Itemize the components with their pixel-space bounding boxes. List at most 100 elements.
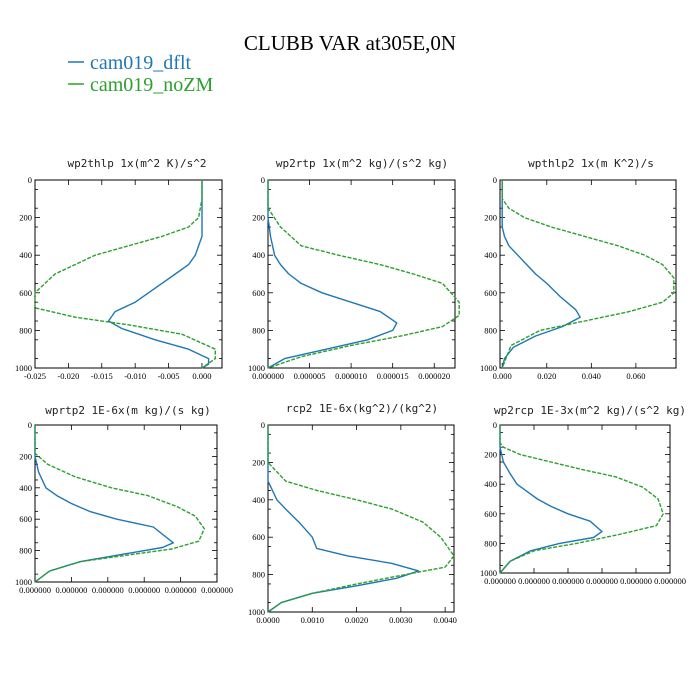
y-tick-label: 400 xyxy=(19,483,32,493)
x-tick-label: -0.010 xyxy=(124,371,146,381)
y-tick-label: 200 xyxy=(19,451,32,461)
panel-1: wp2thlp 1x(m^2 K)/s^202004006008001000-0… xyxy=(15,157,223,381)
panel-title: wp2rcp 1E-3x(m^2 kg)/(s^2 kg) xyxy=(494,404,686,417)
panel-2: wp2rtp 1x(m^2 kg)/(s^2 kg) 0 200 400 600 800 1… xyxy=(248,157,460,381)
y-tick-label: 600 xyxy=(484,509,497,519)
panel-title: wp2thlp 1x(m^2 K)/s^2 xyxy=(67,157,206,170)
x-tick-label: -0.020 xyxy=(57,371,79,381)
plot-frame xyxy=(499,424,671,574)
y-tick-label: 400 xyxy=(19,250,32,260)
y-tick-label: 200 xyxy=(484,213,497,223)
y-tick-label: 200 xyxy=(19,213,32,223)
y-tick-label: 600 xyxy=(252,288,265,298)
y-tick-label: 800 xyxy=(19,546,32,556)
panel-5: rcp2 1E-6x(kg^2)/(kg^2) 0 200 400 600 800 1000… xyxy=(248,402,457,625)
panel-title: wp2rtp 1x(m^2 kg)/(s^2 kg) xyxy=(276,157,448,170)
panel-3: wpthlp2 1x(m K^2)/s 0 200 400 600 800 10000.00… xyxy=(480,157,677,381)
x-tick-label: 0.000000 xyxy=(518,576,550,586)
panels: wp2thlp 1x(m^2 K)/s^202004006008001000-0… xyxy=(15,157,686,625)
legend: cam019_dflt cam019_noZM xyxy=(68,52,214,96)
x-tick-label: 0.0030 xyxy=(389,615,412,625)
series-line-cam019-noZM xyxy=(34,425,206,583)
y-tick-label: 0 xyxy=(493,175,497,185)
y-tick-label: 0 xyxy=(261,175,265,185)
y-tick-label: 1000 xyxy=(15,577,32,587)
y-tick-label: 400 xyxy=(484,250,497,260)
y-tick-label: 800 xyxy=(19,325,32,335)
x-tick-label: 0.0040 xyxy=(433,615,456,625)
x-tick-label: 0.000000 xyxy=(552,576,584,586)
y-tick-label: 200 xyxy=(484,450,497,460)
y-tick-label: 800 xyxy=(252,570,265,580)
y-tick-label: 1000 xyxy=(15,363,32,373)
series-line-cam019-noZM xyxy=(499,425,664,574)
plot-frame xyxy=(34,179,223,369)
y-tick-label: 400 xyxy=(252,495,265,505)
y-tick-label: 0 xyxy=(28,420,32,430)
x-tick-label: 0.0010 xyxy=(301,615,324,625)
y-tick-label: 0 xyxy=(261,420,265,430)
y-tick-label: 800 xyxy=(252,325,265,335)
panel-title: wpthlp2 1x(m K^2)/s xyxy=(528,157,654,170)
x-tick-label: 0.000005 xyxy=(294,371,326,381)
x-tick-label: 0.000000 xyxy=(484,576,516,586)
x-tick-label: 0.000000 xyxy=(654,576,686,586)
y-tick-label: 0 xyxy=(28,175,32,185)
y-tick-label: 800 xyxy=(484,538,497,548)
y-tick-label: 600 xyxy=(252,532,265,542)
x-tick-label: 0.000010 xyxy=(335,371,367,381)
series-line-cam019-noZM xyxy=(267,180,460,369)
x-tick-label: 0.000000 xyxy=(165,585,197,595)
legend-label-nozm: cam019_noZM xyxy=(90,74,214,96)
x-tick-label: 0.000020 xyxy=(418,371,450,381)
y-tick-label: 600 xyxy=(484,288,497,298)
series-line-cam019-noZM xyxy=(267,425,455,613)
panel-title: rcp2 1E-6x(kg^2)/(kg^2) xyxy=(286,402,438,415)
panel-title: wprtp2 1E-6x(m kg)/(s kg) xyxy=(45,404,211,417)
x-tick-label: 0.0000 xyxy=(256,615,279,625)
y-tick-label: 1000 xyxy=(480,363,497,373)
x-tick-label: 0.000000 xyxy=(19,585,51,595)
y-tick-label: 600 xyxy=(19,514,32,524)
x-tick-label: 0.000015 xyxy=(377,371,409,381)
x-tick-label: 0.000 xyxy=(192,371,211,381)
x-tick-label: -0.025 xyxy=(24,371,46,381)
y-tick-label: 200 xyxy=(252,213,265,223)
x-tick-label: 0.040 xyxy=(582,371,601,381)
y-tick-label: 1000 xyxy=(248,607,265,617)
x-tick-label: 0.000000 xyxy=(128,585,160,595)
x-tick-label: 0.0020 xyxy=(345,615,368,625)
series-line-cam019-dflt xyxy=(267,180,398,369)
y-tick-label: 1000 xyxy=(248,363,265,373)
figure-title: CLUBB VAR at305E,0N xyxy=(244,31,456,55)
y-tick-label: 400 xyxy=(252,250,265,260)
y-tick-label: 1000 xyxy=(480,568,497,578)
series-line-cam019-dflt xyxy=(267,425,420,613)
plot-frame xyxy=(34,424,218,583)
x-tick-label: 0.000000 xyxy=(201,585,233,595)
plot-frame xyxy=(267,424,455,613)
y-tick-label: 0 xyxy=(493,420,497,430)
x-tick-label: 0.000000 xyxy=(586,576,618,586)
y-tick-label: 600 xyxy=(19,288,32,298)
x-tick-label: 0.000000 xyxy=(92,585,124,595)
series-line-cam019-dflt xyxy=(107,180,210,369)
series-line-cam019-noZM xyxy=(501,180,675,369)
y-tick-label: 800 xyxy=(484,325,497,335)
series-line-cam019-noZM xyxy=(34,180,217,369)
x-tick-label: 0.000 xyxy=(493,371,512,381)
x-tick-label: 0.000000 xyxy=(620,576,652,586)
legend-label-dflt: cam019_dflt xyxy=(90,52,192,74)
y-tick-label: 400 xyxy=(484,479,497,489)
series-line-cam019-dflt xyxy=(501,180,581,369)
panel-4: wprtp2 1E-6x(m kg)/(s kg) 0 200 400 600 800 10… xyxy=(15,404,233,595)
x-tick-label: 0.000000 xyxy=(55,585,87,595)
plot-frame xyxy=(267,179,456,369)
x-tick-label: -0.005 xyxy=(158,371,180,381)
x-tick-label: 0.060 xyxy=(626,371,645,381)
panel-6: wp2rcp 1E-3x(m^2 kg)/(s^2 kg) 0 200 400 600 8… xyxy=(480,404,686,586)
x-tick-label: 0.020 xyxy=(537,371,556,381)
x-tick-label: -0.015 xyxy=(91,371,113,381)
series-line-cam019-dflt xyxy=(499,425,603,574)
